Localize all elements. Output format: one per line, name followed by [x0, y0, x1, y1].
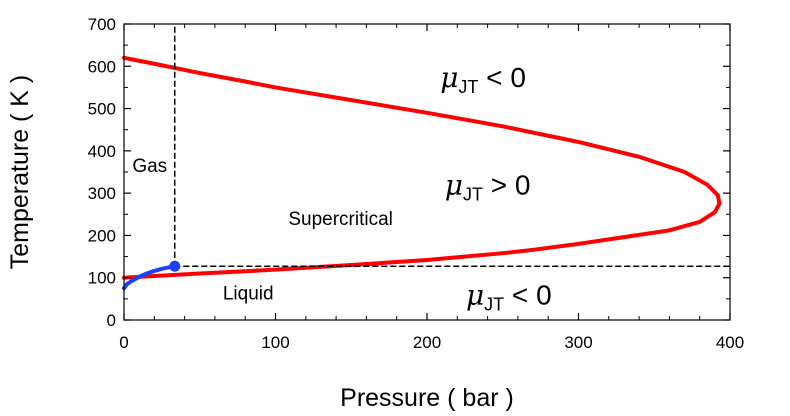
x-tick-label-3: 300 [564, 333, 592, 352]
x-tick-label-2: 200 [413, 333, 441, 352]
y-tick-label-5: 500 [88, 100, 116, 119]
region-label-2: Liquid [223, 284, 274, 305]
mu-jt-label-1: μJT > 0 [445, 169, 531, 205]
x-axis-title: Pressure ( bar ) [340, 384, 514, 412]
plot-area: 0 100 200 300 400 0 100 200 300 400 500 600 700 Gas Su… [88, 15, 745, 352]
y-tick-label-7: 700 [88, 15, 116, 34]
region-label-1: Supercritical [288, 209, 393, 230]
y-tick-label-3: 300 [88, 184, 116, 203]
y-tick-label-4: 400 [88, 142, 116, 161]
y-axis-title: Temperature ( K ) [6, 75, 34, 270]
y-tick-label-6: 600 [88, 57, 116, 76]
x-tick-label-4: 400 [716, 333, 744, 352]
mu-jt-label-2: μJT < 0 [466, 279, 552, 315]
series-line-0 [122, 55, 722, 280]
series-line-1 [122, 264, 177, 291]
x-tick-label-1: 100 [261, 333, 289, 352]
region-label-0: Gas [132, 156, 167, 177]
y-tick-label-1: 100 [88, 269, 116, 288]
y-tick-label-2: 200 [88, 226, 116, 245]
mu-jt-label-0: μJT < 0 [440, 61, 526, 97]
y-tick-label-0: 0 [107, 311, 116, 330]
x-tick-label-0: 0 [119, 333, 128, 352]
plot-frame [123, 23, 731, 321]
critical-point-0 [169, 260, 181, 272]
